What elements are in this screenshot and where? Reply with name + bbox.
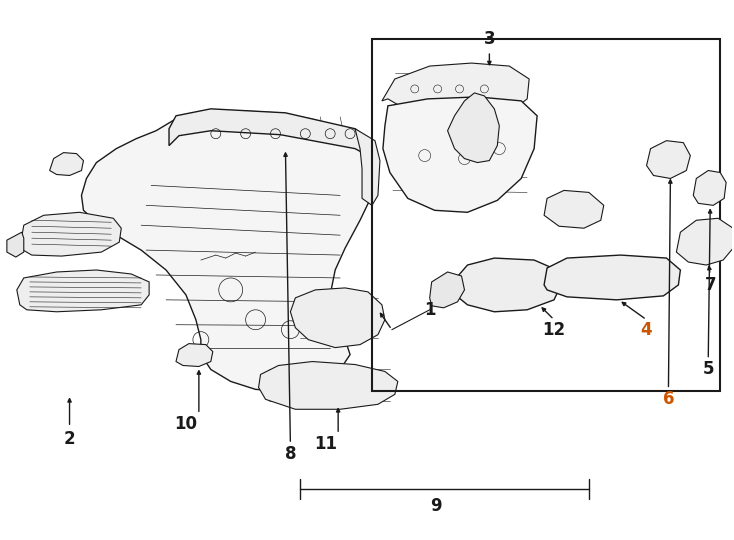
Polygon shape (544, 191, 604, 228)
Bar (372, 39, 720, 392)
Text: 1: 1 (424, 301, 435, 319)
Text: 7: 7 (705, 276, 716, 294)
Text: 5: 5 (702, 361, 714, 379)
Polygon shape (291, 288, 385, 348)
Text: 2: 2 (64, 430, 76, 448)
Polygon shape (677, 218, 733, 265)
Polygon shape (694, 171, 726, 205)
Text: 12: 12 (542, 321, 566, 339)
Text: 11: 11 (313, 435, 337, 453)
Text: 9: 9 (430, 497, 441, 515)
Polygon shape (169, 109, 370, 156)
Polygon shape (451, 258, 561, 312)
Polygon shape (355, 129, 380, 205)
Polygon shape (20, 212, 121, 256)
Polygon shape (383, 97, 537, 212)
Polygon shape (647, 140, 691, 179)
Polygon shape (50, 153, 84, 176)
Polygon shape (176, 343, 213, 367)
Text: 8: 8 (285, 445, 296, 463)
Text: 4: 4 (641, 321, 653, 339)
Polygon shape (81, 111, 378, 392)
Polygon shape (429, 272, 465, 308)
Polygon shape (382, 63, 529, 119)
Polygon shape (448, 93, 499, 163)
Text: 10: 10 (175, 415, 197, 433)
Polygon shape (7, 232, 23, 257)
Text: 6: 6 (663, 390, 675, 408)
Polygon shape (17, 270, 149, 312)
Polygon shape (544, 255, 680, 300)
Polygon shape (258, 361, 398, 409)
Text: 3: 3 (484, 30, 495, 48)
